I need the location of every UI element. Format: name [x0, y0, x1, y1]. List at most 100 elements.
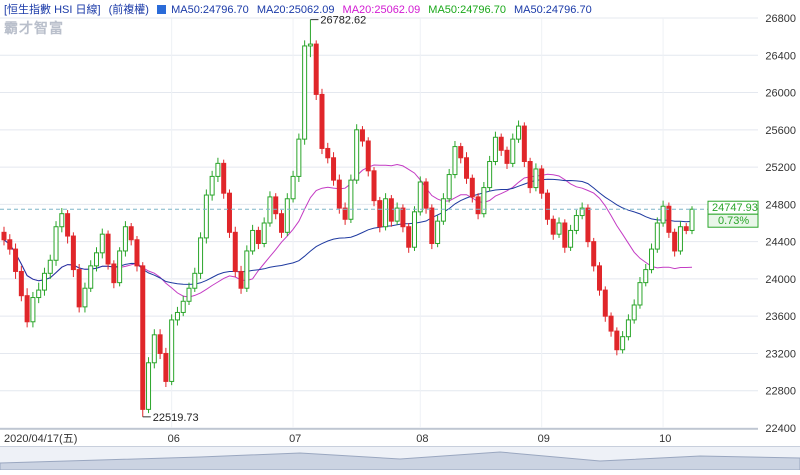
y-tick-label: 25200: [765, 162, 796, 174]
candle-body: [325, 147, 331, 159]
candle-body: [186, 287, 192, 302]
ma-square-icon: [157, 5, 167, 14]
candle-body: [527, 161, 533, 189]
candle-body: [307, 43, 313, 47]
x-tick-label: 08: [416, 433, 428, 445]
candle-body: [1, 231, 7, 241]
candle-body: [238, 270, 244, 289]
y-tick-label: 25600: [765, 125, 796, 137]
ma-legend-1: MA50:24796.70: [171, 4, 249, 16]
candle-body: [550, 218, 556, 235]
x-tick-label: 10: [659, 433, 671, 445]
x-tick-label: 06: [168, 433, 180, 445]
y-tick-label: 23600: [765, 311, 796, 323]
last-change-box: [707, 213, 759, 228]
candle-body: [504, 149, 510, 164]
candle-body: [163, 352, 169, 382]
candle-body: [539, 168, 545, 194]
candle-body: [417, 181, 423, 213]
candle-body: [336, 179, 342, 209]
index-title: [恒生指數 HSI 日線]: [4, 4, 101, 16]
candle-body: [122, 226, 128, 252]
candle-body: [157, 334, 163, 354]
candle-body: [602, 289, 608, 317]
candle-body: [221, 162, 227, 194]
candle-body: [36, 289, 42, 299]
candle-body: [516, 125, 522, 140]
candle-body: [406, 226, 412, 248]
candle-body: [88, 265, 94, 289]
candle-body: [284, 198, 290, 233]
ma-legend-2: MA20:25062.09: [256, 4, 335, 16]
y-tick-label: 24800: [765, 199, 796, 211]
candle-body: [498, 136, 504, 151]
candle-body: [365, 140, 371, 172]
candle-body: [649, 248, 655, 271]
candle-body: [521, 125, 527, 163]
candle-body: [533, 168, 539, 189]
candle-body: [475, 196, 481, 215]
range-navigator[interactable]: [0, 446, 800, 471]
candle-body: [562, 222, 568, 248]
candle-body: [608, 315, 614, 332]
candle-body: [394, 207, 400, 222]
x-tick-label: 07: [289, 433, 301, 445]
candle-body: [18, 270, 24, 297]
candle-body: [666, 205, 672, 233]
candle-body: [319, 93, 325, 149]
candle-body: [435, 220, 441, 245]
candle-body: [331, 157, 337, 181]
candle-body: [452, 146, 458, 176]
candle-body: [625, 319, 631, 338]
candle-body: [215, 162, 221, 177]
candle-body: [585, 207, 591, 243]
candle-body: [226, 192, 232, 233]
candle-body: [41, 272, 47, 291]
candle-body: [169, 319, 175, 382]
candle-body: [400, 207, 406, 228]
last-change-label: 0.73%: [718, 215, 749, 227]
candle-body: [209, 175, 215, 196]
candlestick-chart: 22400 22800 23200 23600 24000 24400 24800 25200…: [0, 13, 796, 445]
candle-body: [82, 287, 88, 308]
ma-legend-5: MA50:24796.70: [514, 4, 592, 16]
annotation-label: 26782.62: [320, 15, 366, 27]
x-tick-label: 2020/04/17(五): [4, 433, 77, 445]
candle-body: [469, 177, 475, 198]
candle-body: [383, 198, 389, 228]
y-tick-label: 22400: [765, 423, 796, 435]
candle-body: [198, 237, 204, 274]
candle-body: [128, 226, 134, 241]
candle-body: [146, 362, 152, 410]
candle-body: [47, 259, 53, 274]
candle-body: [255, 229, 261, 244]
candle-body: [510, 138, 516, 164]
candle-body: [371, 170, 377, 202]
candle-body: [672, 231, 678, 252]
candle-body: [492, 136, 498, 162]
candle-body: [232, 231, 238, 272]
candle-body: [342, 207, 348, 220]
candle-body: [76, 269, 82, 308]
candle-body: [296, 138, 302, 177]
watermark-logo: 霸才智富: [4, 20, 64, 36]
candle-body: [429, 207, 435, 245]
candle-body: [313, 43, 319, 95]
y-tick-label: 24400: [765, 237, 796, 249]
candle-body: [105, 233, 111, 265]
y-tick-label: 26000: [765, 88, 796, 100]
candle-body: [568, 229, 574, 248]
candle-body: [614, 330, 620, 351]
chart-header: [恒生指數 HSI 日線] (前複權) MA50:24796.70 MA20:2…: [4, 3, 597, 17]
annotation-label: 22519.73: [153, 412, 199, 424]
y-tick-label: 22800: [765, 386, 796, 398]
candle-body: [579, 207, 585, 217]
candle-body: [411, 211, 417, 248]
candle-body: [302, 45, 308, 140]
candle-body: [643, 269, 649, 284]
candle-body: [573, 215, 579, 231]
candle-body: [59, 213, 65, 228]
candle-body: [348, 179, 354, 220]
candle-body: [637, 282, 643, 306]
candle-body: [464, 157, 470, 179]
